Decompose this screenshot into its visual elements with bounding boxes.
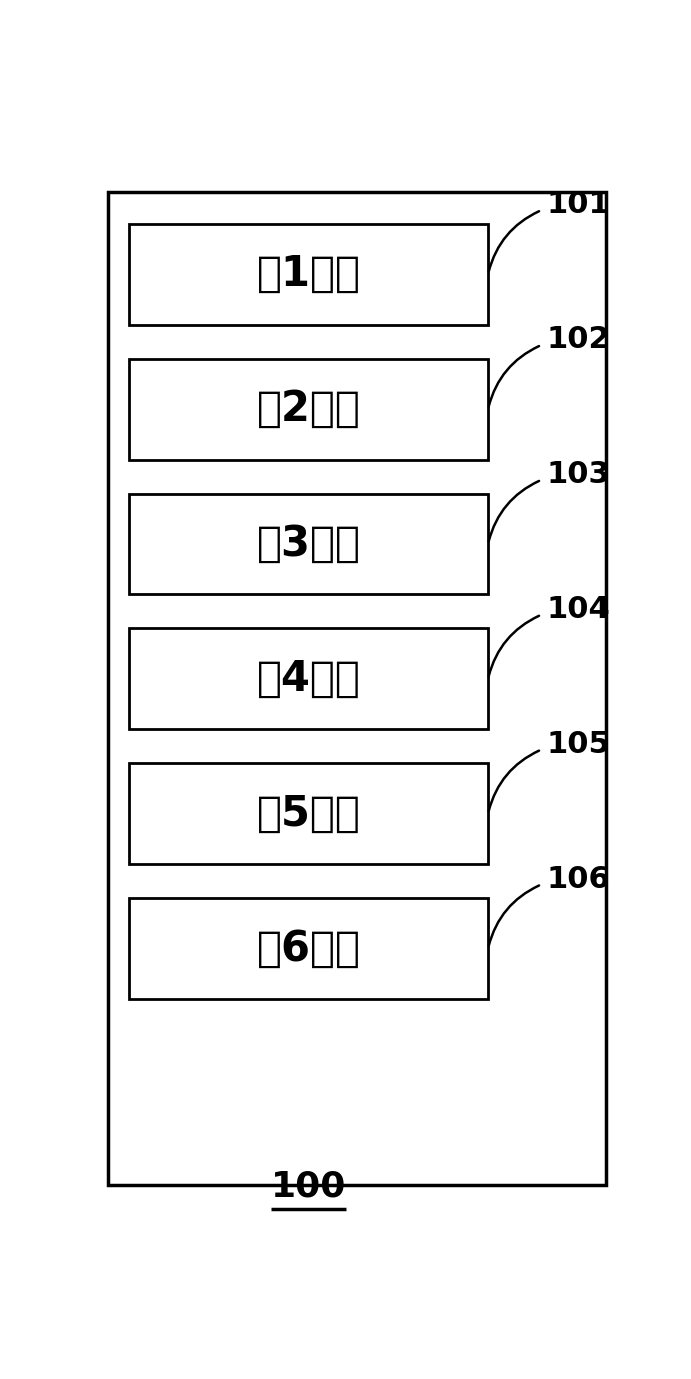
Text: 第5单元: 第5单元: [256, 793, 361, 834]
Text: 105: 105: [547, 729, 611, 758]
Bar: [129, 898, 488, 998]
Text: 102: 102: [547, 325, 611, 354]
Bar: [129, 629, 488, 729]
Text: 第1单元: 第1单元: [256, 254, 361, 295]
Bar: [129, 764, 488, 865]
Text: 第6单元: 第6单元: [256, 928, 361, 969]
Text: 106: 106: [547, 865, 611, 894]
Text: 第3单元: 第3单元: [256, 523, 361, 565]
Bar: [129, 494, 488, 594]
Text: 100: 100: [271, 1169, 346, 1204]
Text: 101: 101: [547, 190, 611, 219]
Text: 104: 104: [547, 594, 611, 623]
Bar: [129, 223, 488, 324]
Bar: [129, 359, 488, 459]
Text: 103: 103: [547, 461, 611, 490]
Text: 第2单元: 第2单元: [256, 387, 361, 430]
Text: 第4单元: 第4单元: [256, 658, 361, 701]
